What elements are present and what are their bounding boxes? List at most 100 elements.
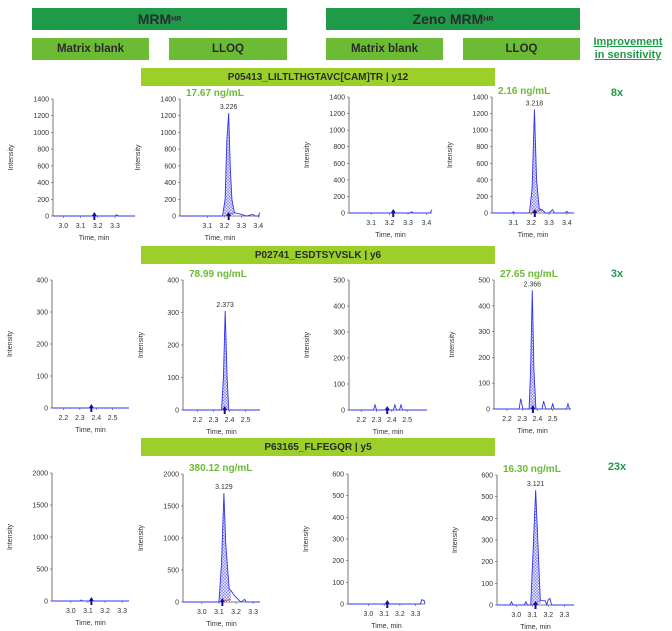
y-tick-label: 100 <box>481 581 493 588</box>
x-tick-label: 3.2 <box>93 223 103 230</box>
chromatogram-trace <box>349 209 433 214</box>
y-tick-label: 200 <box>333 356 345 363</box>
y-tick-label: 1000 <box>163 536 179 543</box>
y-tick-label: 100 <box>36 374 48 381</box>
y-tick-label: 1400 <box>160 97 176 104</box>
x-tick-label: 3.3 <box>117 608 127 615</box>
peak-rt-label: 2.373 <box>216 302 234 309</box>
improvement-header-line1: Improvement <box>593 36 663 48</box>
y-tick-label: 0 <box>489 603 493 610</box>
compound-bar-1: P05413_LILTLTHGTAVC[CAM]TR | y12 <box>141 68 495 86</box>
y-tick-label: 0 <box>340 602 344 609</box>
x-tick-label: 3.2 <box>231 609 241 616</box>
x-tick-label: 3.0 <box>197 609 207 616</box>
column-header-mrm-blank: Matrix blank <box>32 38 149 60</box>
x-axis-label: Time, min <box>205 235 236 242</box>
peak-rt-label: 3.121 <box>527 481 545 488</box>
x-tick-label: 3.3 <box>403 220 413 227</box>
y-tick-label: 800 <box>37 147 49 154</box>
x-tick-label: 3.4 <box>422 220 432 227</box>
y-tick-label: 1500 <box>163 504 179 511</box>
x-tick-label: 3.0 <box>364 611 374 618</box>
y-tick-label: 200 <box>164 197 176 204</box>
x-axis-label: Time, min <box>75 427 106 434</box>
x-tick-label: 3.2 <box>100 608 110 615</box>
y-tick-label: 1500 <box>32 503 48 510</box>
x-tick-label: 2.5 <box>548 416 558 423</box>
x-tick-label: 2.2 <box>356 417 366 424</box>
x-tick-label: 3.1 <box>509 220 519 227</box>
x-tick-label: 3.3 <box>236 223 246 230</box>
y-axis-label: Intensity <box>449 331 456 358</box>
chromatogram-trace <box>183 310 260 411</box>
y-tick-label: 200 <box>37 197 49 204</box>
x-tick-label: 3.0 <box>511 612 521 619</box>
y-tick-label: 300 <box>332 537 344 544</box>
y-tick-label: 0 <box>44 599 48 606</box>
y-tick-label: 1000 <box>160 130 176 137</box>
expected-rt-arrow-icon <box>384 600 390 608</box>
expected-rt-arrow-icon <box>222 406 228 414</box>
y-axis-label: Intensity <box>304 331 311 358</box>
x-tick-label: 3.1 <box>527 612 537 619</box>
column-header-mrm-lloq: LLOQ <box>169 38 287 60</box>
x-tick-label: 3.1 <box>214 609 224 616</box>
peak-rt-label: 3.226 <box>220 104 238 111</box>
y-tick-label: 400 <box>333 177 345 184</box>
integrated-peak-area <box>223 113 235 216</box>
y-tick-label: 100 <box>167 375 179 382</box>
y-tick-label: 400 <box>476 177 488 184</box>
y-tick-label: 200 <box>478 355 490 362</box>
mrm-header-label: MRM <box>137 11 172 27</box>
y-tick-label: 200 <box>476 194 488 201</box>
y-tick-label: 600 <box>332 472 344 479</box>
expected-rt-arrow-icon <box>88 404 94 412</box>
x-tick-label: 2.3 <box>517 416 527 423</box>
y-tick-label: 300 <box>167 310 179 317</box>
y-tick-label: 0 <box>45 214 49 221</box>
y-tick-label: 300 <box>36 310 48 317</box>
y-tick-label: 1200 <box>33 113 49 120</box>
mrm-header-sup: HR <box>171 15 182 23</box>
y-tick-label: 600 <box>164 163 176 170</box>
concentration-label: 16.30 ng/mL <box>503 464 561 475</box>
y-tick-label: 400 <box>36 278 48 285</box>
y-tick-label: 1200 <box>472 111 488 118</box>
y-tick-label: 300 <box>333 330 345 337</box>
x-axis-label: Time, min <box>518 232 549 239</box>
x-tick-label: 2.5 <box>241 417 251 424</box>
compound-bar-3: P63165_FLFEGQR | y5 <box>141 438 495 456</box>
y-tick-label: 2000 <box>32 471 48 478</box>
x-tick-label: 2.2 <box>59 415 69 422</box>
expected-rt-arrow-icon <box>219 598 225 606</box>
peak-rt-label: 2.366 <box>524 281 542 288</box>
y-tick-label: 0 <box>341 211 345 218</box>
y-tick-label: 100 <box>332 580 344 587</box>
y-tick-label: 1400 <box>472 95 488 102</box>
x-tick-label: 3.3 <box>110 223 120 230</box>
column-header-zeno-blank: Matrix blank <box>326 38 443 60</box>
chromatogram-trace <box>497 490 574 607</box>
y-tick-label: 500 <box>478 278 490 285</box>
y-axis-label: Intensity <box>304 141 311 168</box>
y-tick-label: 400 <box>333 304 345 311</box>
improvement-header-line2: in sensitivity <box>594 49 662 61</box>
expected-rt-arrow-icon <box>530 405 536 413</box>
y-tick-label: 400 <box>167 278 179 285</box>
x-axis-label: Time, min <box>371 623 402 630</box>
expected-rt-arrow-icon <box>91 212 97 220</box>
x-tick-label: 3.1 <box>202 223 212 230</box>
x-axis-label: Time, min <box>517 428 548 435</box>
x-tick-label: 3.1 <box>76 223 86 230</box>
x-tick-label: 3.3 <box>544 220 554 227</box>
y-tick-label: 0 <box>484 211 488 218</box>
x-axis-label: Time, min <box>373 429 404 436</box>
expected-rt-arrow-icon <box>390 209 396 217</box>
y-tick-label: 100 <box>478 381 490 388</box>
y-tick-label: 1200 <box>329 111 345 118</box>
x-tick-label: 2.5 <box>108 415 118 422</box>
y-tick-label: 200 <box>481 559 493 566</box>
expected-rt-arrow-icon <box>384 406 390 414</box>
